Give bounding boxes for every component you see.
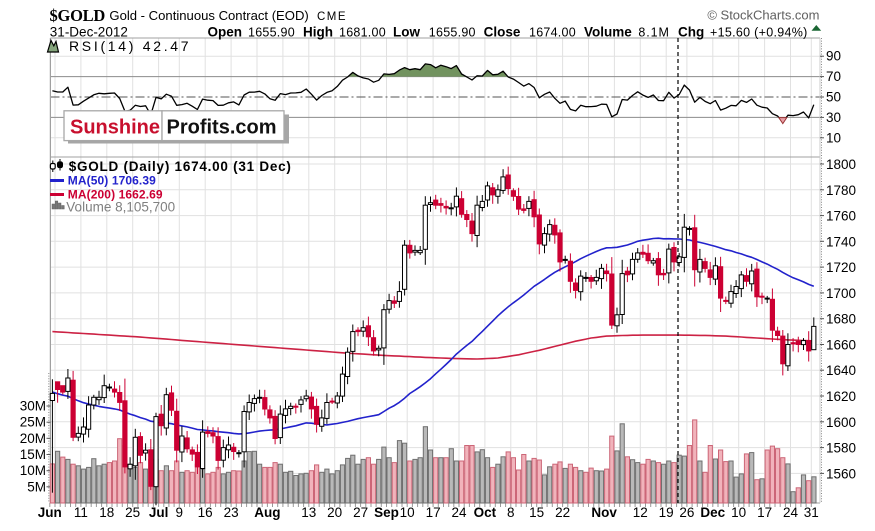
- svg-text:MA(50) 1706.39: MA(50) 1706.39: [68, 174, 156, 188]
- svg-text:30: 30: [826, 110, 841, 125]
- svg-text:15M: 15M: [20, 447, 46, 462]
- svg-text:Aug: Aug: [254, 505, 280, 520]
- svg-text:Close: Close: [484, 25, 521, 40]
- svg-text:16: 16: [198, 505, 213, 520]
- svg-text:High: High: [303, 25, 333, 40]
- svg-text:Sunshine: Sunshine: [70, 117, 160, 139]
- svg-text:1800: 1800: [826, 157, 856, 172]
- svg-text:Open: Open: [208, 25, 243, 40]
- svg-text:23: 23: [224, 505, 239, 520]
- svg-text:1620: 1620: [826, 389, 856, 404]
- svg-text:1740: 1740: [826, 234, 856, 249]
- svg-text:1760: 1760: [826, 209, 856, 224]
- svg-text:22: 22: [555, 505, 570, 520]
- svg-text:9: 9: [176, 505, 184, 520]
- svg-text:Gold - Continuous Contract (EO: Gold - Continuous Contract (EOD): [109, 8, 308, 23]
- svg-text:24: 24: [451, 505, 467, 520]
- svg-text:CME: CME: [317, 11, 347, 23]
- svg-text:25M: 25M: [20, 415, 46, 430]
- svg-text:31-Dec-2012: 31-Dec-2012: [50, 25, 128, 40]
- svg-text:1600: 1600: [826, 415, 856, 430]
- svg-text:Low: Low: [393, 25, 420, 40]
- svg-text:1681.00: 1681.00: [339, 26, 386, 40]
- svg-text:50: 50: [826, 90, 841, 105]
- svg-text:Jul: Jul: [149, 505, 169, 520]
- svg-text:20: 20: [327, 505, 342, 520]
- svg-text:Profits.com: Profits.com: [167, 117, 277, 139]
- svg-text:Sep: Sep: [374, 505, 399, 520]
- svg-text:1680: 1680: [826, 312, 856, 327]
- svg-text:$GOLD: $GOLD: [50, 6, 106, 25]
- svg-text:1720: 1720: [826, 260, 856, 275]
- svg-text:24: 24: [783, 505, 799, 520]
- svg-text:10: 10: [826, 130, 841, 145]
- svg-text:1655.90: 1655.90: [429, 26, 476, 40]
- svg-text:RSI(14) 42.47: RSI(14) 42.47: [69, 38, 191, 54]
- svg-text:Jun: Jun: [38, 505, 62, 520]
- svg-text:27: 27: [353, 505, 368, 520]
- svg-text:1580: 1580: [826, 441, 856, 456]
- svg-text:1674.00: 1674.00: [529, 26, 576, 40]
- svg-text:MA(200) 1662.69: MA(200) 1662.69: [68, 188, 163, 202]
- svg-text:8: 8: [507, 505, 515, 520]
- svg-text:19: 19: [659, 505, 674, 520]
- svg-text:25: 25: [125, 505, 140, 520]
- svg-text:Volume: Volume: [584, 25, 632, 40]
- svg-text:12: 12: [633, 505, 648, 520]
- svg-text:+15.60 (+0.94%): +15.60 (+0.94%): [710, 26, 808, 40]
- svg-text:8.1M: 8.1M: [638, 26, 669, 40]
- svg-text:18: 18: [99, 505, 114, 520]
- svg-text:20M: 20M: [20, 431, 46, 446]
- svg-text:17: 17: [757, 505, 772, 520]
- svg-text:5M: 5M: [27, 479, 46, 494]
- svg-text:13: 13: [301, 505, 316, 520]
- svg-text:10: 10: [400, 505, 415, 520]
- svg-text:10M: 10M: [20, 463, 46, 478]
- svg-text:31: 31: [804, 505, 819, 520]
- svg-text:1560: 1560: [826, 466, 856, 481]
- svg-text:© StockCharts.com: © StockCharts.com: [707, 8, 819, 23]
- svg-text:$GOLD (Daily) 1674.00 (31 Dec): $GOLD (Daily) 1674.00 (31 Dec): [69, 159, 292, 174]
- svg-text:Volume 8,105,700: Volume 8,105,700: [66, 200, 175, 215]
- svg-text:1660: 1660: [826, 338, 856, 353]
- svg-text:11: 11: [74, 505, 88, 520]
- svg-text:1655.90: 1655.90: [248, 26, 295, 40]
- svg-text:17: 17: [426, 505, 441, 520]
- svg-text:26: 26: [679, 505, 694, 520]
- svg-text:30M: 30M: [20, 399, 46, 414]
- svg-text:Oct: Oct: [474, 505, 497, 520]
- svg-text:15: 15: [529, 505, 544, 520]
- svg-text:10: 10: [731, 505, 746, 520]
- svg-text:Chg: Chg: [678, 25, 704, 40]
- svg-text:1640: 1640: [826, 363, 856, 378]
- svg-text:1700: 1700: [826, 286, 856, 301]
- svg-text:1780: 1780: [826, 183, 856, 198]
- svg-text:70: 70: [826, 69, 841, 84]
- svg-text:Nov: Nov: [591, 505, 617, 520]
- svg-text:Dec: Dec: [700, 505, 725, 520]
- svg-text:90: 90: [826, 49, 841, 64]
